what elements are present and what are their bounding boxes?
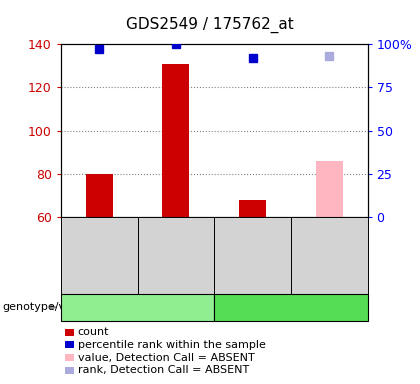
Bar — [163, 64, 189, 217]
Text: percentile rank within the sample: percentile rank within the sample — [78, 340, 265, 350]
Bar — [86, 174, 113, 217]
Text: GSM151745: GSM151745 — [247, 223, 257, 287]
Text: value, Detection Call = ABSENT: value, Detection Call = ABSENT — [78, 353, 255, 362]
Text: GSM151746: GSM151746 — [324, 223, 334, 287]
Bar — [239, 200, 266, 217]
Text: daf-19 mutant: daf-19 mutant — [249, 301, 333, 314]
Text: genotype/variation: genotype/variation — [2, 302, 108, 312]
Text: count: count — [78, 327, 109, 337]
Text: GDS2549 / 175762_at: GDS2549 / 175762_at — [126, 17, 294, 33]
Text: wild type: wild type — [110, 301, 165, 314]
Bar — [316, 161, 343, 217]
Text: GSM151747: GSM151747 — [94, 223, 104, 287]
Text: rank, Detection Call = ABSENT: rank, Detection Call = ABSENT — [78, 365, 249, 375]
Polygon shape — [50, 304, 57, 310]
Text: GSM151748: GSM151748 — [171, 223, 181, 287]
